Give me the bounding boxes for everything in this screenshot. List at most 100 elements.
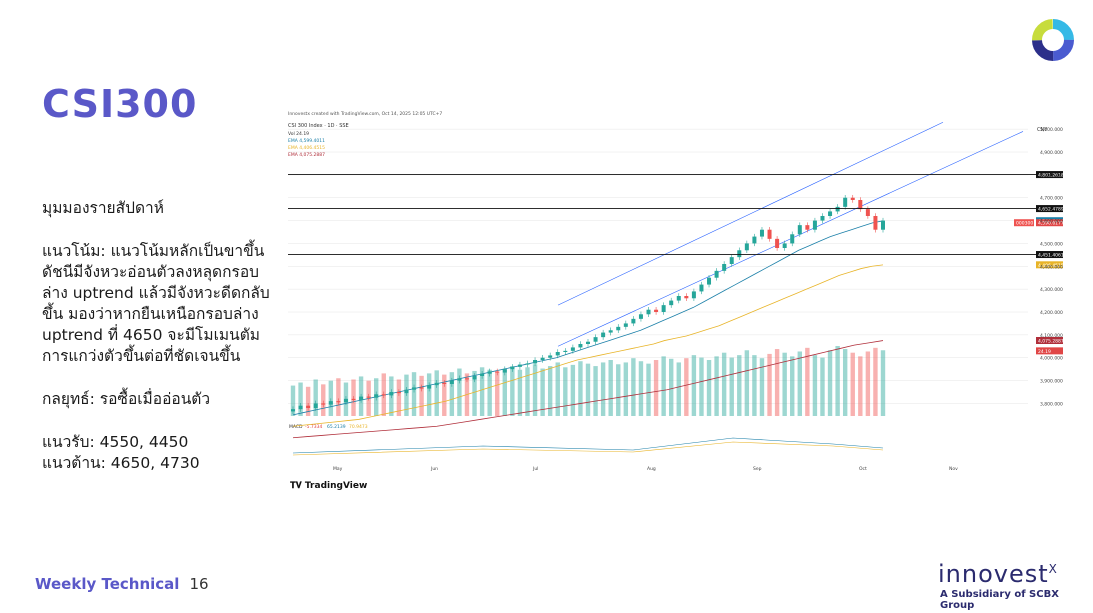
volume-bar: [328, 380, 334, 416]
company-logo-icon: [1032, 19, 1074, 61]
candle-body: [548, 355, 553, 358]
level-badge: [1036, 205, 1064, 213]
candle-body: [517, 364, 522, 367]
level-label: 4,451.4061: [1038, 253, 1063, 259]
candle-body: [449, 380, 454, 384]
candle-body: [616, 326, 621, 331]
resistance-text: แนวต้าน: 4650, 4730: [42, 454, 200, 472]
macd-value: 65.2139: [327, 424, 346, 430]
candle-body: [495, 371, 500, 373]
volume-bar: [578, 361, 583, 416]
brand-logo: innovestX: [938, 560, 1058, 588]
x-tick-label: Nov: [949, 466, 958, 472]
candle-body: [472, 376, 477, 380]
candle-body: [638, 314, 643, 319]
strategy-text: กลยุทธ์: รอซื้อเมื่ออ่อนตัว: [42, 390, 211, 408]
trend-text: แนวโน้ม: แนวโน้มหลักเป็นขาขึ้น ดัชนีมีจั…: [42, 242, 270, 365]
indicator-ema-fast: EMA 4,599.4011: [288, 138, 325, 144]
candle-body: [533, 360, 538, 364]
volume-bar: [517, 369, 523, 416]
price-badge-label: 4,406.4515: [1038, 263, 1063, 269]
volume-bar: [661, 356, 666, 416]
volume-bar: [744, 350, 750, 416]
candle-body: [313, 403, 318, 408]
volume-bar: [684, 358, 689, 416]
page-number: 16: [189, 575, 209, 593]
volume-bar: [547, 366, 553, 416]
volume-bar: [623, 362, 629, 416]
section-heading: มุมมองรายสัปดาห์: [42, 199, 164, 217]
macd-value: -5.7334: [305, 424, 323, 430]
chart-svg: Innovestx created with TradingView.com, …: [288, 111, 1066, 472]
y-tick-label: 3,800.0000: [1040, 401, 1063, 407]
macd-line: [292, 437, 884, 454]
candle-body: [291, 409, 295, 412]
volume-bar: [721, 352, 727, 416]
volume-bar: [396, 379, 402, 416]
x-tick-label: May: [333, 466, 343, 472]
volume-bar: [532, 364, 538, 416]
level-label: 4,652.4789: [1038, 207, 1063, 213]
candle-body: [359, 396, 364, 400]
candle-body: [699, 284, 704, 292]
candle-body: [306, 405, 311, 408]
price-badge-label: 4,590.6177: [1038, 221, 1063, 227]
candle-body: [729, 257, 734, 264]
candle-body: [805, 225, 810, 230]
volume-bar: [646, 363, 651, 416]
x-axis-labels: May Jun Jul Aug Sep Oct Nov: [333, 466, 958, 472]
price-badge: [1036, 261, 1064, 269]
volume-bar: [820, 357, 825, 416]
candle-body: [412, 387, 417, 390]
candle-body: [820, 216, 825, 221]
candle-body: [487, 371, 492, 374]
candle-body: [381, 394, 386, 396]
volume-bar: [487, 369, 492, 416]
volume-bar: [797, 351, 802, 416]
volume-bar: [290, 385, 296, 416]
price-badge: [1036, 219, 1064, 227]
volume-bar: [631, 358, 636, 416]
volume-bar: [570, 364, 576, 416]
x-tick-label: Jun: [430, 466, 438, 472]
candle-body: [850, 197, 855, 200]
volume-bar: [767, 353, 772, 416]
candle-body: [858, 200, 863, 210]
candle-body: [457, 378, 462, 381]
level-label: 4,801.2618: [1038, 173, 1063, 179]
volume-bar: [411, 372, 417, 416]
volume-bar: [873, 347, 878, 416]
volume-bar: [729, 357, 734, 416]
y-tick-label: 5,000.0000: [1040, 127, 1063, 133]
candle-body: [442, 382, 447, 384]
candle-body: [865, 209, 870, 216]
tradingview-label: TradingView: [304, 481, 368, 491]
volume-bar: [305, 386, 311, 416]
brand-name: innovest: [938, 560, 1049, 588]
brand-subtitle: A Subsidiary of SCBX Group: [940, 589, 1059, 611]
volume-bar: [774, 349, 780, 416]
volume-bar: [600, 362, 606, 416]
volume-bar: [752, 355, 757, 416]
y-tick-label: 4,600.0000: [1040, 219, 1063, 225]
volume-bar: [782, 352, 787, 416]
candle-body: [419, 387, 424, 389]
macd-signal-line: [292, 441, 884, 456]
volume-bar: [457, 368, 462, 416]
x-tick-label: Sep: [753, 466, 762, 472]
candle-body: [578, 344, 583, 348]
candle-body: [601, 332, 606, 338]
chart-header-text: Innovestx created with TradingView.com, …: [288, 111, 442, 117]
volume-bar: [812, 355, 818, 416]
candle-body: [555, 352, 560, 356]
y-tick-label: 4,700.0000: [1040, 196, 1063, 202]
volume-bar: [653, 360, 659, 416]
volume-bar: [502, 368, 507, 416]
candle-body: [767, 229, 772, 239]
x-tick-label: Jul: [532, 466, 538, 472]
volume-bar: [585, 363, 591, 416]
x-tick-label: Aug: [647, 466, 656, 472]
currency-label: CNY: [1037, 127, 1048, 133]
candle-body: [744, 243, 749, 251]
level-badge: [1036, 251, 1064, 259]
